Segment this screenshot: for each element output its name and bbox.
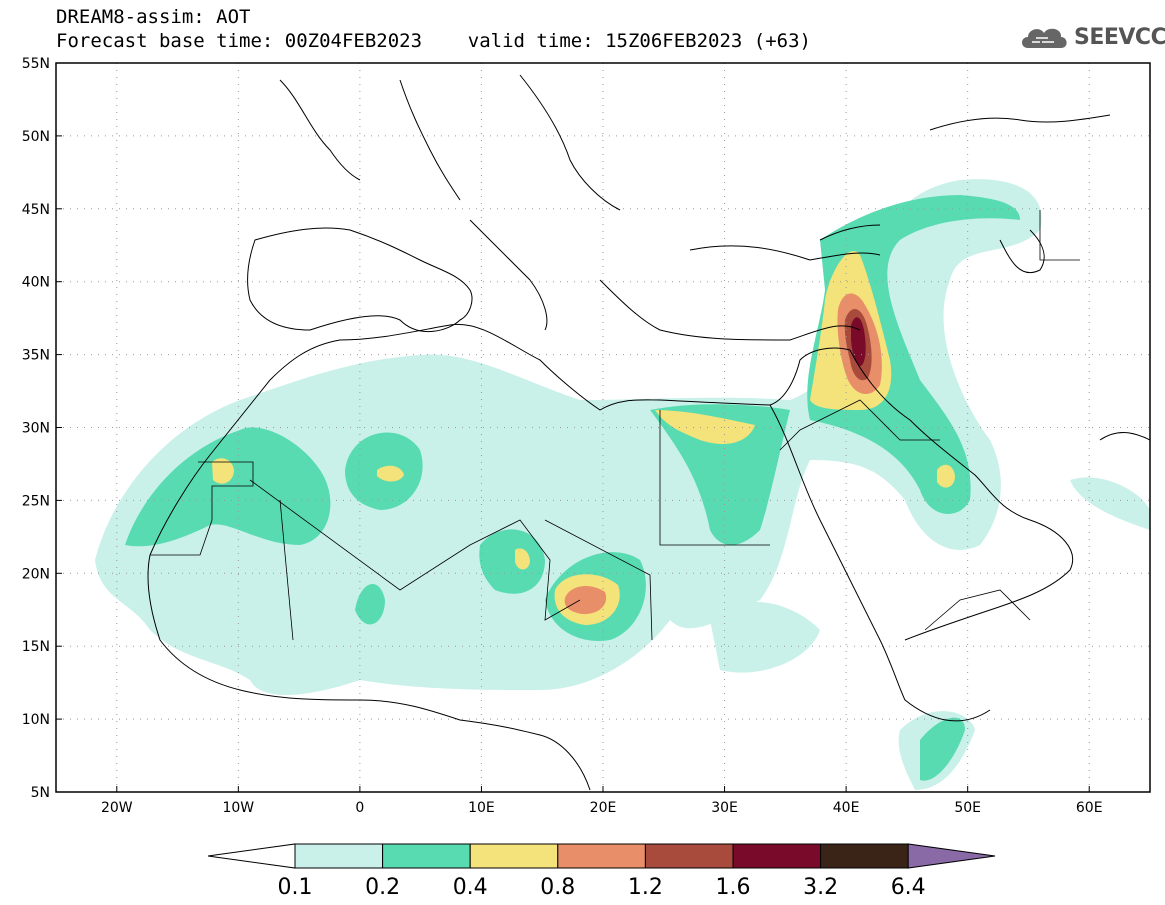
colorbar-segment (820, 843, 909, 869)
longitude-labels: 20W 10W 0 10E 20E 30E 40E 50E 60E (101, 786, 1103, 816)
map-title: DREAM8-assim: AOT (56, 6, 251, 28)
colorbar-segment (644, 843, 734, 869)
lat-tick-label: 20N (22, 566, 50, 582)
seevccc-logo: SEEVCCC (1018, 22, 1165, 52)
logo-text: SEEVCCC (1074, 24, 1165, 50)
lon-tick-label: 10W (222, 800, 254, 816)
forecast-time-line: Forecast base time: 00Z04FEB2023 valid t… (56, 30, 811, 52)
colorbar-label: 6.4 (891, 875, 926, 900)
colorbar-segment (469, 843, 559, 869)
colorbar-over-triangle (907, 843, 996, 869)
colorbar-segment (294, 843, 384, 869)
lat-tick-label: 50N (22, 129, 50, 145)
lon-tick-label: 30E (711, 800, 738, 816)
colorbar-segment (382, 843, 471, 869)
lon-tick-label: 10E (468, 800, 495, 816)
dust-field (95, 179, 1150, 790)
lat-tick-label: 30N (22, 421, 50, 437)
lat-tick-label: 40N (22, 275, 50, 291)
lon-tick-label: 0 (355, 800, 364, 816)
lon-tick-label: 60E (1076, 800, 1103, 816)
colorbar-segment (557, 843, 646, 869)
lon-tick-label: 50E (954, 800, 981, 816)
lat-tick-label: 10N (22, 712, 50, 728)
lat-tick-label: 35N (22, 348, 50, 364)
lon-tick-label: 20E (590, 800, 617, 816)
colorbar-segment (732, 843, 822, 869)
lat-tick-label: 55N (22, 56, 50, 72)
colorbar-label: 0.4 (453, 875, 488, 900)
colorbar-label: 0.2 (365, 875, 400, 900)
colorbar-label: 1.6 (716, 875, 751, 900)
lat-tick-label: 5N (31, 785, 50, 801)
latitude-labels: 55N 50N 45N 40N 35N 30N 25N 20N 15N 10N 5N (22, 56, 62, 801)
colorbar-under-triangle (207, 843, 296, 869)
graticule (56, 63, 1150, 792)
lat-tick-label: 25N (22, 493, 50, 509)
lon-tick-label: 40E (833, 800, 860, 816)
colorbar-label: 3.2 (803, 875, 838, 900)
country-borders (150, 210, 1080, 641)
lat-tick-label: 45N (22, 202, 50, 218)
colorbar-label: 1.2 (628, 875, 663, 900)
cloud-icon (1022, 28, 1067, 48)
colorbar-label: 0.1 (278, 875, 313, 900)
colorbar: 0.1 0.2 0.4 0.8 1.2 1.6 3.2 6.4 (207, 843, 996, 900)
lon-tick-label: 20W (101, 800, 133, 816)
coastlines (147, 74, 1150, 791)
lat-tick-label: 15N (22, 639, 50, 655)
colorbar-label: 0.8 (540, 875, 575, 900)
